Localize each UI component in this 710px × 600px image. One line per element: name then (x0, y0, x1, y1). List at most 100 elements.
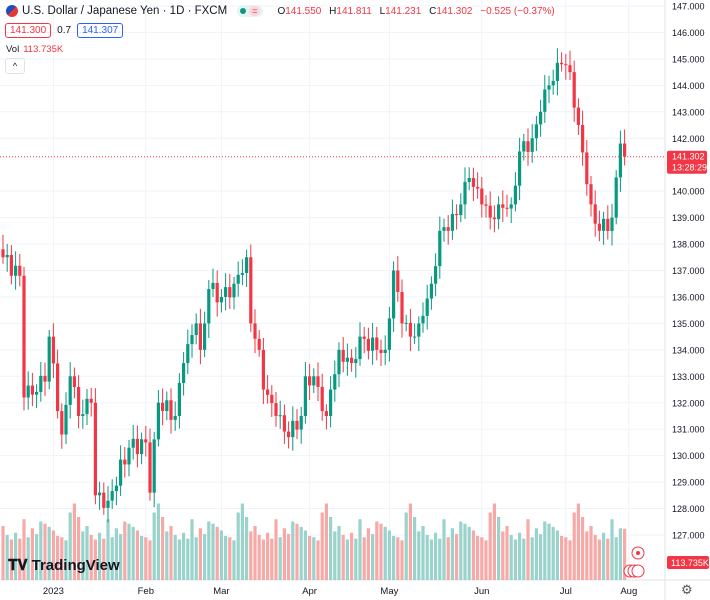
volume-bar (110, 537, 114, 580)
collapse-legend-button[interactable]: ^ (5, 58, 25, 74)
candle-body (467, 177, 471, 182)
candle-body (425, 298, 429, 316)
time-tick-label: May (380, 586, 398, 597)
volume-bar (551, 526, 555, 580)
time-tick-label: Jun (474, 586, 489, 597)
candle-body (156, 402, 160, 440)
time-tick-label: 2023 (43, 586, 64, 597)
candle-body (484, 204, 488, 206)
volume-bar (56, 535, 60, 580)
symbol-title[interactable]: U.S. Dollar / Japanese Yen · 1D · FXCM (22, 5, 228, 17)
volume-bar (316, 540, 320, 580)
candle-body (463, 181, 467, 205)
candle-body (203, 323, 207, 350)
volume-bar (131, 526, 135, 580)
volume-bar (408, 503, 412, 580)
market-status[interactable]: = (237, 5, 264, 17)
usd-jpy-flag-icon (6, 5, 18, 17)
candle-body (47, 336, 51, 382)
volume-bar (589, 526, 593, 580)
candle-body (207, 289, 211, 324)
volume-bar (278, 537, 282, 580)
volume-bar (333, 531, 337, 580)
volume-bar (459, 521, 463, 580)
volume-bar (350, 532, 354, 580)
sell-button[interactable]: 141.300 (5, 23, 52, 38)
candle-body (68, 376, 72, 405)
candle-body (60, 411, 64, 435)
price-tick-label: 138.000 (672, 240, 705, 250)
candle-body (341, 349, 345, 362)
candle-body (85, 398, 89, 415)
candle-body (119, 459, 123, 486)
candle-body (375, 337, 379, 350)
volume-bar (383, 526, 387, 580)
candle-body (488, 205, 492, 218)
candle-body (383, 349, 387, 353)
volume-bar (106, 519, 110, 580)
volume-bar (219, 530, 223, 580)
candle-body (568, 65, 572, 73)
candle-body (421, 315, 425, 324)
volume-bar (245, 517, 249, 580)
candle-body (148, 442, 152, 493)
candle-body (98, 492, 102, 496)
volume-bar (22, 519, 26, 580)
volume-bar (35, 534, 39, 580)
volume-bar (282, 528, 286, 580)
last-volume-label: 113.735K (671, 558, 709, 568)
buy-button[interactable]: 141.307 (77, 23, 124, 38)
volume-bar (509, 535, 513, 580)
volume-bar (337, 526, 341, 580)
candle-body (345, 357, 349, 362)
volume-bar (308, 535, 312, 580)
volume-bar (400, 540, 404, 580)
volume-bar (371, 534, 375, 580)
candle-body (450, 213, 454, 231)
volume-bar (1, 526, 5, 580)
price-tick-label: 136.000 (672, 292, 705, 302)
candle-body (597, 223, 601, 231)
candle-body (35, 391, 39, 395)
volume-bar (249, 531, 253, 580)
tv-logo-icon: 𝐓𝐕 (8, 557, 28, 574)
candle-body (459, 204, 463, 216)
candle-body (518, 151, 522, 186)
candle-body (312, 376, 316, 386)
volume-bar (89, 535, 93, 580)
candle-body (114, 485, 118, 492)
candle-body (446, 227, 450, 231)
volume-bar (98, 532, 102, 580)
volume-bar (30, 528, 34, 580)
volume-bar (144, 537, 148, 580)
tradingview-logo[interactable]: 𝐓𝐕 TradingView (8, 557, 120, 574)
candle-body (278, 415, 282, 417)
volume-bar (156, 503, 160, 580)
candle-body (77, 387, 81, 416)
candle-body (144, 439, 148, 443)
volume-bar (240, 503, 244, 580)
ohlc-values: O141.550 H141.811 L141.231 C141.302 −0.5… (277, 5, 555, 17)
candle-body (274, 403, 278, 416)
candle-body (186, 344, 190, 364)
volume-bar (392, 535, 396, 580)
volume-bar (299, 526, 303, 580)
candle-body (585, 152, 589, 185)
legend-header: U.S. Dollar / Japanese Yen · 1D · FXCM =… (6, 5, 560, 17)
candle-body (371, 337, 375, 351)
volume-bar (417, 531, 421, 580)
volume-bar (270, 538, 274, 580)
settings-icon[interactable]: ⚙ (681, 582, 693, 597)
candle-body (455, 213, 459, 216)
time-tick-label: Feb (138, 586, 154, 597)
price-tick-label: 140.000 (672, 187, 705, 197)
volume-bar (614, 537, 618, 580)
candle-body (232, 283, 236, 298)
candle-body (291, 420, 295, 438)
candle-body (320, 386, 324, 412)
market-open-icon (240, 8, 247, 14)
volume-bar (446, 537, 450, 580)
volume-bar (9, 539, 13, 580)
candle-body (270, 394, 274, 404)
